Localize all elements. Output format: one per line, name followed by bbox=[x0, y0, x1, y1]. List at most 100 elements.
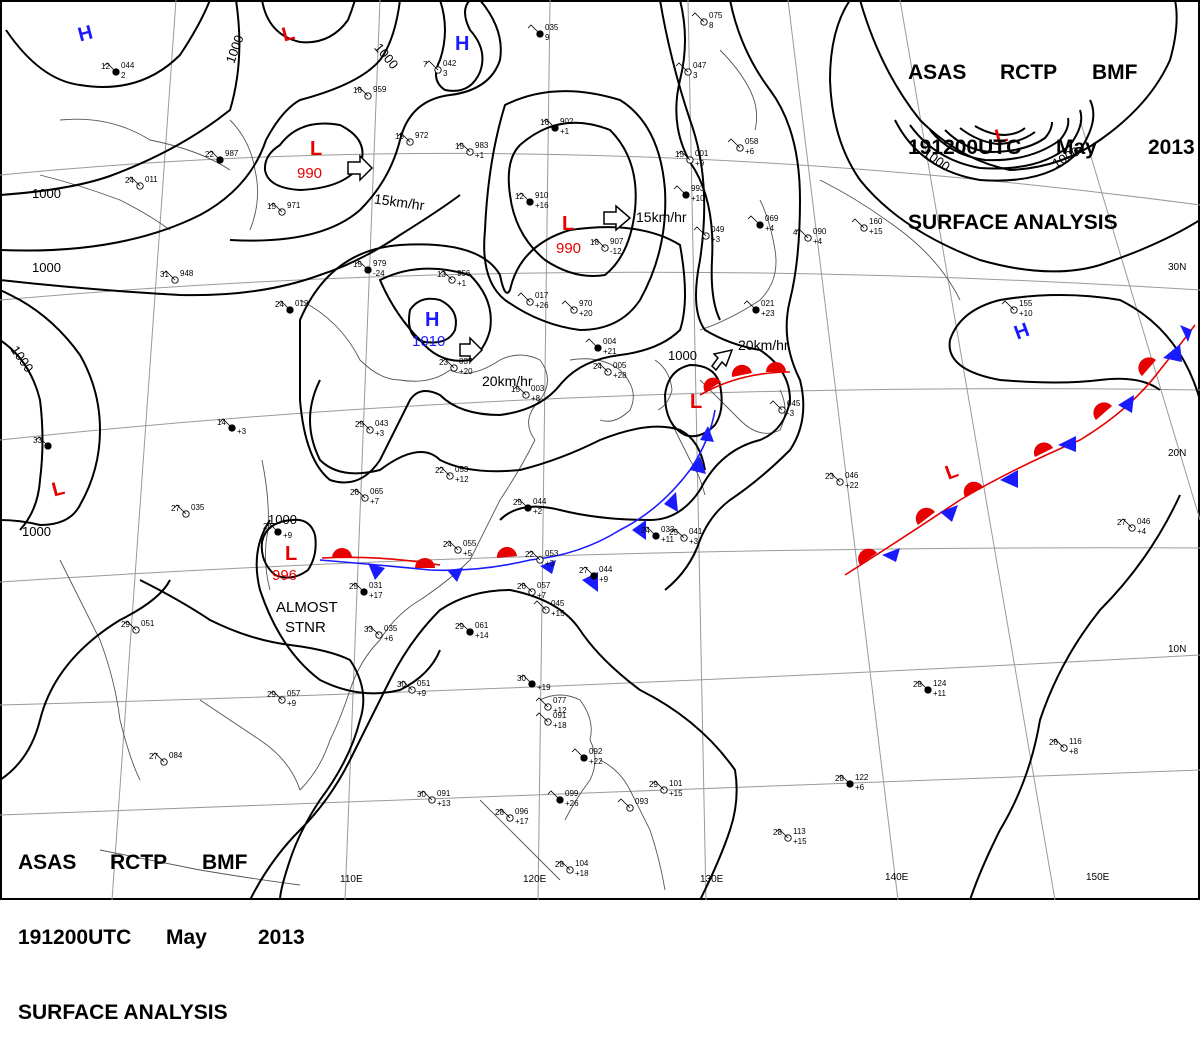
station-plot: 25 044+2 bbox=[513, 497, 547, 516]
station-plot: 29 057+9 bbox=[267, 689, 301, 708]
station-temperature: 33 bbox=[33, 436, 42, 445]
header-month: May bbox=[166, 926, 207, 949]
station-plot: 27 044+9 bbox=[579, 565, 613, 584]
station-pressure: 092 bbox=[589, 747, 603, 756]
station-tendency: +12 bbox=[455, 475, 469, 484]
station-pressure: 037 bbox=[459, 357, 473, 366]
station-pressure: 910 bbox=[535, 191, 549, 200]
header-agency: ASAS bbox=[18, 851, 77, 874]
wind-barb bbox=[675, 62, 689, 73]
station-tendency: +17 bbox=[515, 817, 529, 826]
wind-barb bbox=[827, 472, 841, 483]
station-plot: 4 090+4 bbox=[793, 227, 827, 246]
station-tendency: +1 bbox=[457, 279, 467, 288]
station-tendency: +3 bbox=[237, 427, 247, 436]
station-tendency: 8 bbox=[709, 21, 714, 30]
station-temperature: 15 bbox=[395, 132, 404, 141]
station-pressure: 055 bbox=[463, 539, 477, 548]
chart-header-bottom-left: ASAS RCTP BMF 191200UTC May 2013 SURFACE… bbox=[18, 800, 305, 1050]
cold-front-marks bbox=[368, 325, 1192, 592]
station-tendency: 3 bbox=[693, 71, 698, 80]
station-temperature: 24 bbox=[275, 300, 284, 309]
station-tendency: +9 bbox=[283, 531, 293, 540]
station-pressure: 033 bbox=[661, 525, 675, 534]
station-pressure: 093 bbox=[635, 797, 649, 806]
wind-barb bbox=[561, 300, 575, 311]
station-plot: 25 041+3 bbox=[669, 527, 703, 546]
station-pressure: 053 bbox=[545, 549, 559, 558]
station-temperature: 30 bbox=[397, 680, 406, 689]
station-tendency: +15 bbox=[869, 227, 883, 236]
station-tendency: +15 bbox=[669, 789, 683, 798]
stationary-front-annotation: ALMOST STNR bbox=[276, 599, 338, 636]
wind-barb bbox=[457, 622, 471, 633]
wind-barb bbox=[547, 790, 561, 801]
station-plot: 30 051+9 bbox=[397, 679, 431, 698]
wind-barb bbox=[127, 176, 141, 187]
station-plot: 26 116+8 bbox=[1049, 737, 1082, 756]
station-plot: 29 061+14 bbox=[455, 621, 489, 640]
station-pressure: 035 bbox=[545, 23, 559, 32]
station-tendency: +6 bbox=[855, 783, 865, 792]
station-tendency: +18 bbox=[575, 869, 589, 878]
latitude-labels: 30N 20N 10N bbox=[1168, 262, 1186, 655]
station-plot: 22 053+3 bbox=[525, 549, 559, 568]
station-pressure: 021 bbox=[761, 299, 775, 308]
station-pressure: 035 bbox=[384, 624, 398, 633]
station-plot: 28 096+17 bbox=[495, 807, 529, 826]
station-temperature: 24 bbox=[641, 526, 650, 535]
wind-barb bbox=[517, 192, 531, 203]
header-product: SURFACE ANALYSIS bbox=[18, 1001, 228, 1024]
header-office: BMF bbox=[202, 851, 248, 874]
high-center-symbol: H bbox=[455, 33, 469, 55]
station-tendency: +12 bbox=[553, 706, 567, 715]
wind-barb bbox=[103, 62, 117, 73]
station-temperature: 12 bbox=[101, 62, 110, 71]
station-temperature: 16 bbox=[353, 86, 362, 95]
station-plot: 058+6 bbox=[727, 137, 759, 156]
station-pressure: 979 bbox=[373, 259, 387, 268]
wind-barb bbox=[527, 24, 541, 35]
station-temperature: 25 bbox=[349, 582, 358, 591]
wind-barb bbox=[162, 270, 176, 281]
lon-label-130e: 130E bbox=[700, 874, 724, 885]
station-plot: 15 001+9 bbox=[675, 149, 709, 168]
wind-barb bbox=[352, 488, 366, 499]
wind-barb bbox=[519, 582, 533, 593]
station-plot: 077+12 bbox=[535, 696, 567, 715]
wind-barb bbox=[581, 566, 595, 577]
station-plot: 045+15 bbox=[533, 599, 565, 618]
header-month: May bbox=[1056, 136, 1097, 159]
station-pressure: 044 bbox=[121, 61, 135, 70]
station-pressure: 971 bbox=[287, 201, 301, 210]
station-temperature: 25 bbox=[355, 420, 364, 429]
station-plot: 24 033+11 bbox=[641, 525, 675, 544]
wind-barb bbox=[351, 582, 365, 593]
station-pressure: 948 bbox=[180, 269, 194, 278]
station-plot: 004+21 bbox=[585, 337, 617, 356]
station-plot: 26 065+7 bbox=[350, 487, 384, 506]
high-center-symbol: H bbox=[425, 309, 439, 331]
wind-barb bbox=[123, 620, 137, 631]
station-pressure: 124 bbox=[933, 679, 947, 688]
station-tendency: +21 bbox=[603, 347, 617, 356]
station-tendency: +18 bbox=[553, 721, 567, 730]
station-pressure: 041 bbox=[689, 527, 703, 536]
station-temperature: 15 bbox=[267, 202, 276, 211]
station-pressure: 046 bbox=[845, 471, 859, 480]
station-plot: 15 979-24 bbox=[353, 259, 387, 278]
station-temperature: 27 bbox=[1117, 518, 1126, 527]
wind-barb bbox=[173, 504, 187, 515]
station-plot: 18 907-12 bbox=[590, 237, 624, 256]
station-pressure: 005 bbox=[613, 361, 627, 370]
station-plot: 15 971 bbox=[267, 201, 301, 216]
high-center-value: 1010 bbox=[412, 333, 445, 350]
station-plot: 049+3 bbox=[693, 225, 725, 244]
station-tendency: +14 bbox=[475, 631, 489, 640]
station-pressure: 003 bbox=[531, 384, 545, 393]
annotation-line2: STNR bbox=[285, 619, 326, 636]
station-tendency: +15 bbox=[793, 837, 807, 846]
